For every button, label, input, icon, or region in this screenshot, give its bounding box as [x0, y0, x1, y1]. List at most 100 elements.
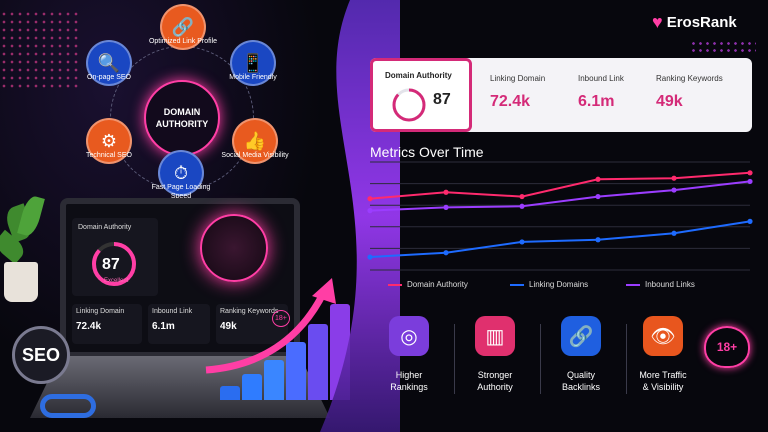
- heart-logo-icon: ♥: [652, 12, 663, 32]
- legend-domain-authority: Domain Authority: [388, 280, 468, 289]
- node-label-technical: Technical SEO: [86, 152, 132, 159]
- laptop-inbound-title: Inbound Link: [152, 308, 193, 315]
- kpi-domain-authority: Domain Authority 87: [370, 58, 472, 132]
- laptop-keywords-value: 49k: [220, 321, 237, 332]
- laptop-screen: Domain Authority 87 Excellent Linking Do…: [60, 198, 300, 358]
- kpi-da-value: 87: [433, 91, 451, 108]
- series-point-1: [519, 239, 525, 245]
- series-point-0: [519, 193, 525, 200]
- mobile-check-icon: 📱: [230, 40, 276, 86]
- chain-link-icon: 🔗: [561, 316, 601, 356]
- kpi-panel: Domain Authority 87 Linking Domain 72.4k…: [370, 58, 752, 132]
- series-point-2: [747, 178, 753, 185]
- feature-divider: [626, 324, 627, 394]
- series-line-0: [369, 171, 751, 200]
- kpi-inbound-value: 6.1m: [578, 93, 615, 110]
- bar-chart-icon: ▥: [475, 316, 515, 356]
- series-point-2: [671, 187, 677, 193]
- domain-authority-hub: DOMAIN AUTHORITY: [144, 80, 220, 156]
- feature-more-traffic: 👁 More Traffic & Visibility: [628, 316, 698, 393]
- feature-label-line1: More Traffic: [639, 370, 687, 380]
- page-search-icon: 🔍: [86, 40, 132, 86]
- feature-label-line2: Rankings: [390, 381, 428, 392]
- brand-logo[interactable]: ♥ ErosRank: [652, 12, 737, 33]
- series-point-0: [367, 196, 373, 202]
- growth-bar: [220, 386, 240, 400]
- series-point-1: [747, 218, 753, 224]
- growth-bars: [220, 290, 350, 400]
- laptop-da-title: Domain Authority: [78, 224, 132, 231]
- kpi-keywords-value: 49k: [656, 93, 683, 110]
- silhouette-emblem: [200, 214, 268, 282]
- hub-line-1: DOMAIN: [163, 106, 201, 117]
- eye-icon: 👁: [643, 316, 683, 356]
- decor-dots: [690, 40, 756, 56]
- kpi-da-title: Domain Authority: [385, 71, 452, 80]
- series-point-0: [671, 175, 677, 181]
- chain-decor-icon: [40, 394, 96, 418]
- plant-leaf: [17, 194, 45, 238]
- kpi-keywords-title: Ranking Keywords: [656, 74, 723, 83]
- thumbs-up-icon: 👍: [232, 118, 278, 164]
- growth-bar: [242, 374, 262, 400]
- legend-swatch: [626, 283, 640, 286]
- series-line-2: [369, 180, 751, 212]
- laptop-inbound-value: 6.1m: [152, 321, 175, 332]
- feature-label-line2: Backlinks: [561, 381, 600, 392]
- seo-badge: SEO: [12, 326, 70, 384]
- legend-linking-domains: Linking Domains: [510, 280, 588, 289]
- laptop-da-status: Excellent: [104, 278, 129, 284]
- series-point-1: [671, 230, 677, 236]
- feature-stronger-authority: ▥ Stronger Authority: [460, 316, 530, 393]
- kpi-linking-domain: Linking Domain 72.4k: [490, 74, 545, 111]
- feature-label-line1: Stronger: [477, 370, 513, 380]
- metrics-line-chart: [367, 161, 753, 271]
- legend-label: Domain Authority: [407, 280, 468, 289]
- laptop-linking-value: 72.4k: [76, 321, 102, 332]
- gear-icon: ⚙: [86, 118, 132, 164]
- speedometer-icon: ⏱: [158, 150, 204, 196]
- node-label-mobile: Mobile Friendly: [229, 74, 277, 81]
- series-point-2: [443, 204, 449, 210]
- feature-label-line2: Authority: [477, 381, 513, 392]
- growth-bar: [286, 342, 306, 400]
- laptop-linking-title: Linking Domain: [76, 308, 125, 315]
- feature-divider: [540, 324, 541, 394]
- laptop-da-card: Domain Authority 87 Excellent: [72, 218, 158, 296]
- laptop-age-badge: 18+: [272, 310, 290, 327]
- series-point-0: [443, 189, 449, 195]
- plant-pot: [4, 262, 38, 302]
- legend-swatch: [510, 283, 524, 286]
- legend-label: Inbound Links: [645, 280, 695, 289]
- decor-dots: [0, 10, 80, 90]
- feature-divider: [454, 324, 455, 394]
- feature-label-line2: & Visibility: [642, 381, 684, 392]
- feature-label-line1: Higher: [395, 370, 423, 380]
- node-label-onpage: On-page SEO: [87, 74, 131, 81]
- chart-title: Metrics Over Time: [370, 144, 484, 160]
- series-point-2: [519, 203, 525, 209]
- series-point-2: [595, 193, 601, 200]
- node-label-speed: Fast Page Loading Speed: [151, 184, 211, 200]
- laptop-da-value: 87: [102, 256, 120, 273]
- series-point-0: [747, 170, 753, 176]
- series-point-2: [367, 208, 373, 214]
- series-point-1: [595, 237, 601, 243]
- legend-inbound-links: Inbound Links: [626, 280, 695, 289]
- kpi-inbound-link: Inbound Link 6.1m: [578, 74, 624, 111]
- feature-quality-backlinks: 🔗 Quality Backlinks: [546, 316, 616, 393]
- node-label-link-profile: Optimized Link Profile: [148, 38, 218, 45]
- laptop-linking-card: Linking Domain 72.4k: [72, 304, 142, 344]
- kpi-linking-value: 72.4k: [490, 93, 531, 110]
- hub-line-2: AUTHORITY: [155, 119, 209, 129]
- laptop-da-gauge: [92, 242, 136, 286]
- laptop-inbound-card: Inbound Link 6.1m: [148, 304, 210, 344]
- legend-swatch: [388, 283, 402, 286]
- kpi-inbound-title: Inbound Link: [578, 74, 624, 83]
- laptop-keywords-title: Ranking Keywords: [220, 308, 279, 315]
- kpi-linking-title: Linking Domain: [490, 74, 546, 83]
- growth-bar: [264, 360, 284, 400]
- infographic-left: DOMAIN AUTHORITY 🔗 Optimized Link Profil…: [0, 0, 360, 432]
- brand-name: ErosRank: [666, 14, 737, 31]
- feature-higher-rankings: ◎ Higher Rankings: [374, 316, 444, 393]
